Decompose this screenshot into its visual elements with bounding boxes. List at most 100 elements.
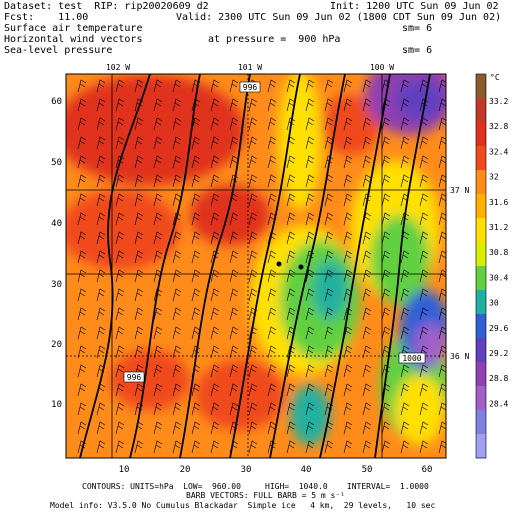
latitude-label: 37 N <box>450 186 469 195</box>
wind-barb <box>191 117 201 131</box>
wind-barb <box>96 421 106 435</box>
wind-barb <box>172 383 182 397</box>
wind-barb <box>267 250 277 264</box>
wind-barb <box>267 345 277 359</box>
wind-barb <box>400 364 410 378</box>
wind-barb <box>324 288 334 302</box>
wind-barb <box>134 174 144 188</box>
wind-barb <box>343 250 353 264</box>
colorbar-swatch <box>476 98 486 123</box>
wind-barb <box>96 79 106 93</box>
wind-barb <box>343 383 353 397</box>
wind-barb <box>324 117 334 131</box>
wind-barb <box>419 402 429 416</box>
wind-barb <box>229 288 239 302</box>
wind-barb <box>381 326 391 340</box>
wind-barb <box>77 383 87 397</box>
wind-barb <box>324 193 334 207</box>
wind-barb <box>191 288 201 302</box>
wind-barb <box>153 326 163 340</box>
wind-barb <box>96 440 106 454</box>
graticule <box>66 74 446 458</box>
wind-barb <box>172 307 182 321</box>
wind-barb <box>229 383 239 397</box>
wind-barb <box>419 193 429 207</box>
wind-barb <box>343 345 353 359</box>
colorbar-label: 29.2 <box>489 349 508 358</box>
wind-barb <box>210 421 220 435</box>
wind-barb <box>210 288 220 302</box>
wind-barb <box>96 383 106 397</box>
wind-barb <box>229 421 239 435</box>
wind-barb <box>305 421 315 435</box>
wind-barb <box>115 383 125 397</box>
wind-barb <box>191 174 201 188</box>
wind-barb <box>229 345 239 359</box>
wind-barb <box>172 174 182 188</box>
wind-barb <box>96 155 106 169</box>
wind-barb <box>248 326 258 340</box>
wind-barb <box>400 193 410 207</box>
wind-barb <box>305 345 315 359</box>
wind-barb <box>324 231 334 245</box>
x-axis: 10 20 30 40 50 60 <box>119 465 433 475</box>
wind-barb <box>286 288 296 302</box>
wind-barb <box>210 383 220 397</box>
wind-barb <box>438 231 446 245</box>
wind-barb <box>419 212 429 226</box>
wind-barb <box>77 288 87 302</box>
wind-barb <box>172 421 182 435</box>
wind-barb <box>172 269 182 283</box>
wind-barb <box>172 155 182 169</box>
wind-barb <box>229 98 239 112</box>
wind-barb <box>286 193 296 207</box>
wind-barb <box>153 174 163 188</box>
wind-barb <box>286 250 296 264</box>
wind-barb <box>172 98 182 112</box>
wind-barb <box>77 421 87 435</box>
wind-barb <box>305 326 315 340</box>
wind-barb <box>324 364 334 378</box>
wind-barb <box>229 326 239 340</box>
wind-barb <box>343 440 353 454</box>
wind-barb <box>400 79 410 93</box>
dataset-line: Dataset: test RIP: rip20020609 d2 <box>4 1 209 12</box>
wind-barb <box>343 364 353 378</box>
wind-barb <box>362 307 372 321</box>
wind-barb <box>381 269 391 283</box>
wind-barb <box>324 326 334 340</box>
wind-barb <box>191 155 201 169</box>
colorbar-swatch <box>476 362 486 387</box>
y-tick-label: 10 <box>51 400 62 410</box>
wind-barb <box>134 155 144 169</box>
wind-barb <box>362 269 372 283</box>
wind-barb <box>96 402 106 416</box>
colorbar-label: 32 <box>489 173 499 182</box>
colorbar-label: 29.6 <box>489 324 508 333</box>
wind-barb <box>419 307 429 321</box>
wind-barb <box>381 136 391 150</box>
wind-barb <box>77 326 87 340</box>
wind-barb <box>153 402 163 416</box>
wind-barb <box>210 174 220 188</box>
wind-barb <box>134 269 144 283</box>
wind-barb <box>343 269 353 283</box>
wind-barb <box>191 231 201 245</box>
wind-barb <box>362 231 372 245</box>
wind-barb <box>77 402 87 416</box>
wind-barb <box>134 193 144 207</box>
wind-barb <box>115 136 125 150</box>
temperature-field <box>66 74 446 458</box>
wind-barb <box>172 136 182 150</box>
wind-barb <box>191 364 201 378</box>
wind-barb <box>248 193 258 207</box>
wind-barb <box>96 231 106 245</box>
isobar-label: 1000 <box>398 352 426 364</box>
wind-barb <box>134 440 144 454</box>
wind-barb <box>115 117 125 131</box>
wind-barb <box>267 288 277 302</box>
wind-barb <box>77 345 87 359</box>
wind-barb <box>267 155 277 169</box>
wind-barb <box>248 307 258 321</box>
wind-barb <box>381 383 391 397</box>
